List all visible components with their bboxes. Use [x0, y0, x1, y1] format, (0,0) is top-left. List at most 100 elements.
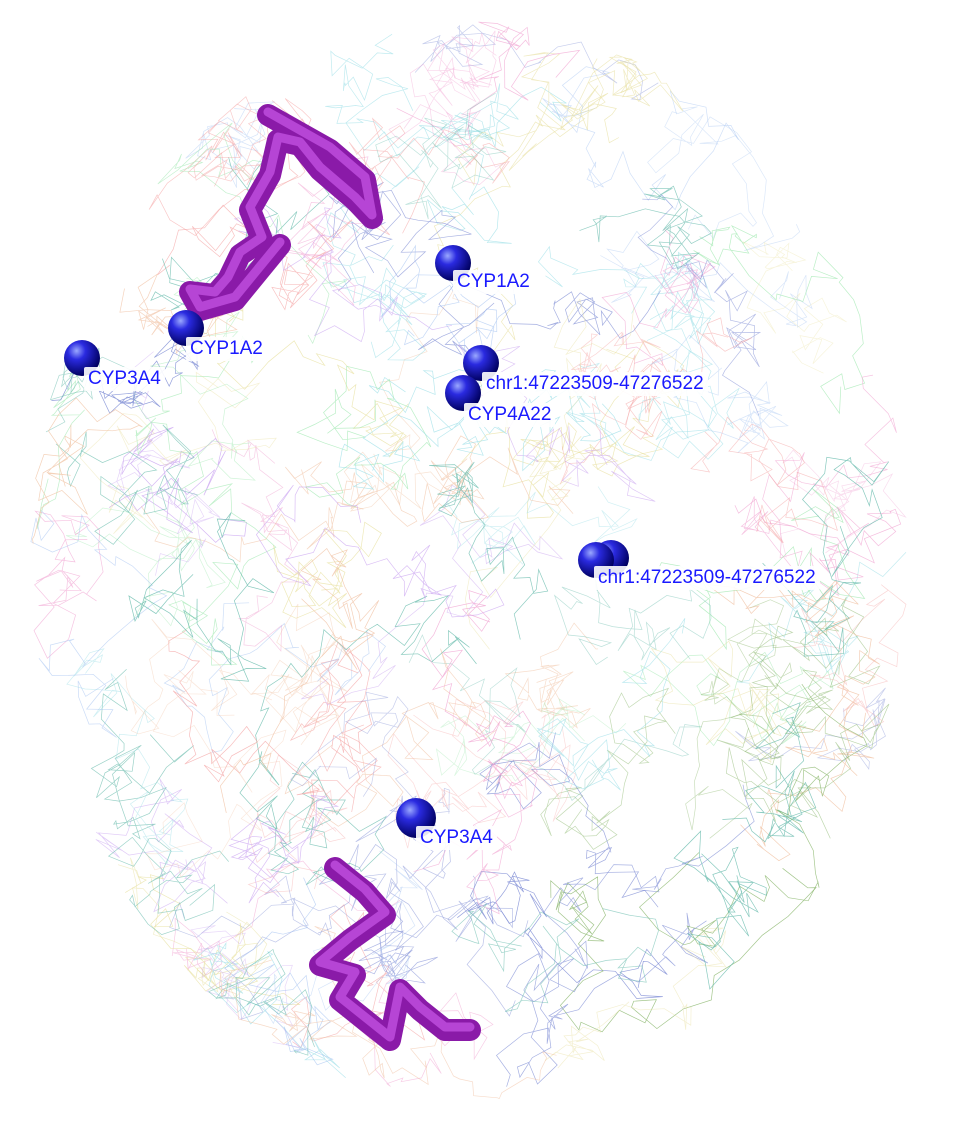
fiber-segment: [95, 778, 228, 913]
fiber-segment: [218, 959, 390, 1079]
fiber-segment: [690, 416, 838, 544]
fiber-segment: [553, 579, 712, 665]
fiber-segment: [735, 687, 886, 770]
fiber-segment: [267, 761, 388, 886]
fiber-segment: [220, 547, 380, 813]
fiber-segment: [762, 456, 890, 657]
fiber-segment: [421, 435, 574, 523]
fiber-segment: [190, 925, 301, 1048]
fiber-segment: [33, 510, 104, 659]
fiber-segment: [66, 485, 226, 627]
fiber-segment: [273, 521, 382, 629]
fiber-segment: [338, 403, 508, 490]
fiber-segment: [779, 449, 907, 558]
fiber-segment: [368, 369, 622, 472]
fiber-segment: [452, 52, 648, 186]
fiber-segment: [301, 484, 564, 706]
marker-label-chr1-region: chr1:47223509-47276522: [594, 566, 820, 590]
fiber-segment: [421, 589, 539, 787]
fiber-segment: [647, 106, 801, 251]
fiber-segment: [30, 509, 168, 738]
fiber-segment: [314, 925, 557, 1100]
fiber-segment: [452, 698, 577, 822]
fiber-segment: [387, 707, 507, 849]
marker-sphere[interactable]: [445, 375, 481, 411]
fiber-segment: [214, 289, 409, 458]
fiber-segment: [348, 117, 510, 236]
fiber-segment: [216, 156, 369, 308]
fiber-segment: [296, 365, 432, 508]
fiber-segment: [549, 57, 684, 131]
highlighted-region-tubes: [179, 104, 481, 1051]
fiber-segment: [408, 634, 702, 801]
fiber-segment: [171, 860, 401, 976]
fiber-segment: [433, 85, 620, 398]
fiber-segment: [769, 669, 890, 839]
fiber-segment: [740, 374, 897, 575]
fiber-segment: [461, 349, 650, 519]
fiber-segment: [650, 640, 789, 764]
fiber-segment: [414, 24, 659, 101]
fiber-segment: [742, 241, 847, 374]
fiber-segment: [255, 484, 505, 618]
fiber-segment: [504, 622, 599, 729]
fiber-segment: [464, 298, 635, 650]
fiber-segment: [66, 648, 189, 865]
fiber-segment: [322, 262, 428, 361]
fiber-segment: [559, 325, 661, 485]
fiber-segment: [107, 836, 229, 935]
fiber-segment: [284, 648, 497, 827]
fiber-segment: [289, 641, 382, 820]
fiber-segment: [650, 334, 789, 453]
fiber-segment: [146, 670, 287, 878]
fiber-segment: [418, 281, 661, 362]
fiber-segment: [163, 602, 386, 753]
fiber-segment: [685, 599, 785, 839]
fiber-segment: [326, 83, 519, 266]
fiber-segment: [623, 651, 834, 747]
fiber-segment: [550, 868, 817, 1033]
fiber-segment: [140, 461, 418, 563]
fiber-segment: [740, 683, 875, 862]
fiber-segment: [250, 603, 349, 724]
fiber-segment: [579, 185, 712, 270]
fiber-segment: [409, 30, 505, 185]
fiber-segment: [722, 702, 817, 843]
fiber-segment: [193, 941, 346, 1078]
fiber-segment: [388, 36, 482, 140]
marker-label-cyp1a2: CYP1A2: [186, 337, 267, 361]
fiber-segment: [79, 371, 277, 535]
fiber-segment: [623, 254, 724, 460]
fiber-segment: [135, 417, 277, 666]
fiber-segment: [451, 903, 659, 1013]
fiber-segment: [542, 66, 739, 211]
highlight-tube-upper-shine: [185, 107, 377, 312]
fiber-segment: [396, 21, 581, 147]
marker-label-cyp1a2: CYP1A2: [453, 270, 534, 294]
fiber-segment: [157, 122, 348, 345]
marker-label-cyp3a4: CYP3A4: [416, 826, 497, 850]
fiber-segment: [168, 629, 373, 806]
fiber-segment: [240, 877, 334, 1066]
highlight-tube-lower-shine: [315, 860, 475, 1042]
fiber-segment: [233, 196, 453, 343]
fiber-segment: [125, 618, 344, 746]
fiber-segment: [705, 580, 880, 739]
fiber-segment: [639, 683, 868, 947]
fiber-segment: [429, 461, 549, 640]
fiber-segment: [247, 754, 348, 893]
fiber-segment: [435, 698, 627, 782]
fiber-segment: [793, 584, 907, 727]
fiber-segment: [537, 245, 716, 345]
fiber-segment: [239, 595, 477, 852]
fiber-segment: [734, 498, 902, 597]
fiber-segment: [716, 596, 881, 766]
fiber-segment: [457, 871, 668, 999]
fiber-segment: [418, 86, 567, 244]
fiber-segment: [90, 668, 195, 840]
fiber-segment: [536, 618, 686, 791]
fiber-segment: [544, 927, 727, 1069]
fiber-segment: [208, 948, 315, 1056]
